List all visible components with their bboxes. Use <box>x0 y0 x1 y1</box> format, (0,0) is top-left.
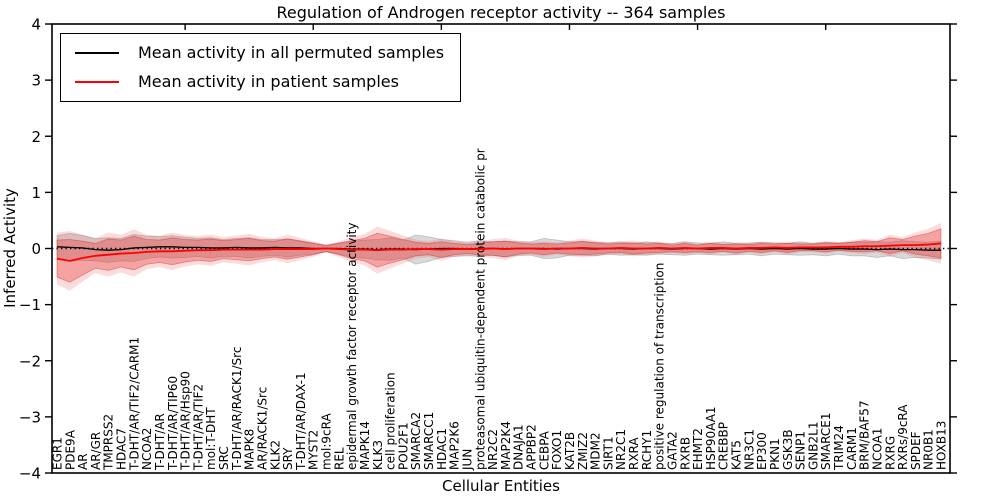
legend-label-patient: Mean activity in patient samples <box>138 72 399 91</box>
y-tick-label: −2 <box>19 352 41 370</box>
x-tick-label: ZMIZ2 <box>576 432 590 470</box>
x-tick-label: GNB2L1 <box>806 422 820 470</box>
x-tick-label: SRC <box>217 446 231 470</box>
y-tick-label: 1 <box>31 184 41 202</box>
x-tick-label: RXRA <box>627 437 641 470</box>
x-tick-label: T-DHT/AR <box>153 413 167 471</box>
x-tick-label: RXRB <box>678 437 692 470</box>
x-tick-label: CREBBP <box>717 422 731 470</box>
x-tick-label: T-DHT/AR/TIP60 <box>166 376 180 471</box>
x-tick-label: SRY <box>281 447 295 470</box>
patient-line-swatch <box>75 81 119 83</box>
x-tick-label: SENP1 <box>794 431 808 470</box>
legend: Mean activity in all permuted samples Me… <box>60 33 462 102</box>
x-tick-label: RCHY1 <box>640 430 654 470</box>
legend-item-patient: Mean activity in patient samples <box>75 72 444 92</box>
x-tick-label: HSP90AA1 <box>704 406 718 470</box>
x-tick-label: AR <box>76 453 90 470</box>
y-tick-label: 2 <box>31 128 41 146</box>
x-tick-label: T-DHT/AR/TIF2/CARM1 <box>127 337 141 471</box>
x-tick-label: MAP2K6 <box>448 421 462 470</box>
x-tick-label: MYST2 <box>307 430 321 470</box>
x-tick-label: CEBPA <box>537 430 551 470</box>
x-tick-label: proteasomal ubiquitin-dependent protein … <box>473 148 487 470</box>
x-tick-label: FOXO1 <box>550 430 564 470</box>
patient-mean-line <box>56 242 942 262</box>
patient-std-band <box>56 228 942 283</box>
x-tick-label: KAT5 <box>730 440 744 470</box>
x-tick-label: SMARCA2 <box>409 412 423 470</box>
chart-title: Regulation of Androgen receptor activity… <box>276 3 726 22</box>
x-tick-label: NR0B1 <box>922 429 936 470</box>
x-tick-label: mol:T-DHT <box>204 407 218 470</box>
y-tick-label: −1 <box>19 296 41 314</box>
x-tick-label: AR/RACK1/Src <box>255 387 269 470</box>
x-tick-label: NR3C1 <box>742 429 756 470</box>
x-tick-label: DNAJA1 <box>512 424 526 470</box>
x-tick-label: HOXB13 <box>935 421 949 470</box>
x-tick-label: epidermal growth factor receptor activit… <box>345 223 359 470</box>
y-tick-label: 3 <box>31 72 41 90</box>
x-tick-label: KLK2 <box>268 440 282 470</box>
x-tick-label: NR2C2 <box>486 429 500 470</box>
x-tick-label: SPDEF <box>909 431 923 470</box>
x-tick-label: T-DHT/AR/DAX-1 <box>294 372 308 471</box>
x-tick-label: MAP2K4 <box>499 421 513 470</box>
x-tick-label: JUN <box>460 449 474 471</box>
x-tick-label: T-DHT/AR/RACK1/Src <box>230 347 244 471</box>
x-tick-label: T-DHT/AR/Hsp90 <box>179 371 193 471</box>
x-tick-label: HDAC7 <box>115 428 129 470</box>
x-tick-label: cell proliferation <box>384 372 398 470</box>
x-tick-label: POU2F1 <box>396 422 410 470</box>
legend-item-permuted: Mean activity in all permuted samples <box>75 43 444 63</box>
x-tick-label: SMARCE1 <box>819 412 833 470</box>
y-tick-label: −4 <box>19 465 41 483</box>
y-tick-label: 0 <box>31 240 41 258</box>
x-tick-label: RXRG <box>883 436 897 470</box>
x-tick-label: SMARCC1 <box>422 412 436 470</box>
x-tick-label: NCOA1 <box>870 428 884 470</box>
patient-outer-band <box>57 223 941 291</box>
x-tick-label: KLK3 <box>371 440 385 470</box>
x-tick-label: REL <box>332 447 346 470</box>
x-tick-label: KAT2B <box>563 432 577 470</box>
x-tick-label: CARM1 <box>845 427 859 470</box>
legend-label-permuted: Mean activity in all permuted samples <box>138 43 445 62</box>
x-tick-label: PKN1 <box>768 438 782 470</box>
x-tick-label: MAPK14 <box>358 421 372 470</box>
y-axis-label: Inferred Activity <box>1 188 19 308</box>
x-tick-label: BRM/BAF57 <box>858 400 872 470</box>
x-tick-label: SIRT1 <box>601 436 615 470</box>
x-tick-label: NR2C1 <box>614 429 628 470</box>
x-tick-label: RXRs/9cRA <box>896 404 910 470</box>
x-tick-label: EGR1 <box>51 437 65 470</box>
x-tick-label: TMPRSS2 <box>102 414 116 471</box>
y-tick-label: −3 <box>19 408 41 426</box>
x-tick-label: EP300 <box>755 432 769 470</box>
x-tick-label: NCOA2 <box>140 428 154 470</box>
x-tick-label: TRIM24 <box>832 425 846 471</box>
x-tick-label: AR/GR <box>89 432 103 470</box>
permuted-line-swatch <box>75 52 119 54</box>
x-tick-label: positive regulation of transcription <box>653 263 667 470</box>
x-tick-label: GSK3B <box>781 429 795 470</box>
x-tick-label: GATA2 <box>665 431 679 470</box>
x-tick-label: HDAC1 <box>435 428 449 470</box>
x-tick-label: mol:9cRA <box>320 413 334 470</box>
x-tick-label: T-DHT/AR/TIF2 <box>191 384 205 471</box>
x-tick-label: EHMT2 <box>691 428 705 470</box>
x-tick-label: MDM2 <box>589 432 603 470</box>
x-tick-label: PDE9A <box>63 429 77 470</box>
y-tick-label: 4 <box>31 16 41 34</box>
x-axis-label: Cellular Entities <box>442 477 560 495</box>
x-tick-label: APPBP2 <box>525 424 539 470</box>
x-tick-label: MAPK8 <box>243 429 257 470</box>
